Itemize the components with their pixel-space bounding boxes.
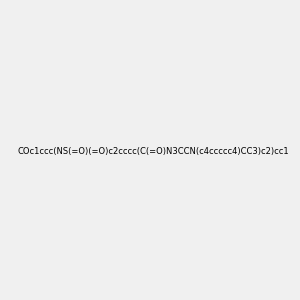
Text: COc1ccc(NS(=O)(=O)c2cccc(C(=O)N3CCN(c4ccccc4)CC3)c2)cc1: COc1ccc(NS(=O)(=O)c2cccc(C(=O)N3CCN(c4cc…	[18, 147, 290, 156]
